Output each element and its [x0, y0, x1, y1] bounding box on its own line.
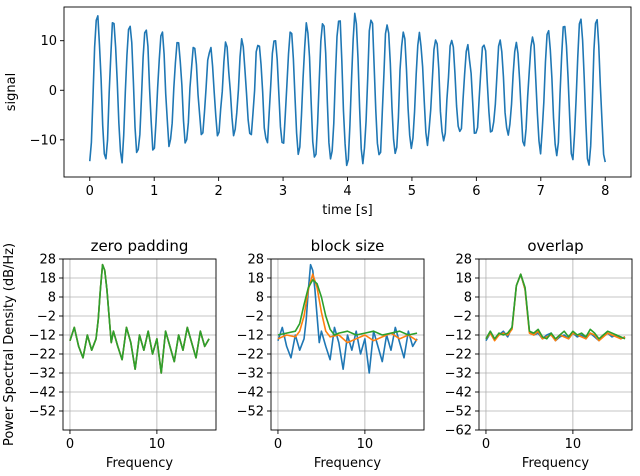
y-tick-label: 10: [40, 34, 57, 49]
x-tick-label: 10: [357, 437, 374, 452]
x-tick-label: 6: [472, 184, 480, 199]
series-line-3: [485, 273, 626, 340]
y-tick-label: −12: [445, 329, 472, 344]
chart-title: overlap: [527, 237, 583, 255]
y-tick-label: −62: [445, 424, 472, 439]
series-line-1: [88, 12, 607, 167]
y-tick-label: −22: [445, 348, 472, 363]
x-tick-label: 8: [601, 184, 609, 199]
y-tick-label: 18: [247, 272, 264, 287]
y-tick-label: 28: [247, 253, 264, 268]
x-tick-label: 0: [86, 184, 94, 199]
y-tick-label: −22: [237, 348, 264, 363]
x-axis-label: Frequency: [106, 456, 173, 471]
y-tick-label: 8: [48, 291, 56, 306]
series-line-3: [277, 279, 418, 336]
x-tick-label: 3: [279, 184, 287, 199]
chart-title: block size: [311, 237, 385, 255]
y-axis-label: signal: [4, 73, 19, 111]
x-tick-label: 10: [565, 437, 582, 452]
y-tick-label: −42: [237, 386, 264, 401]
y-tick-label: −52: [237, 405, 264, 420]
panel-signal: 0 1 2 3 4 5 6 7 8 10 0 −10 time [s] signal: [4, 6, 632, 218]
series-line-1: [277, 263, 418, 374]
y-tick-label: −52: [29, 405, 56, 420]
x-tick-label: 0: [274, 437, 282, 452]
x-tick-label: 0: [66, 437, 74, 452]
axes-frame: [478, 258, 633, 431]
chart-title: zero padding: [91, 237, 189, 255]
panel-overlap: 0 10 28 18 8 −2 −12 −22 −32 −42 −52 −62 overlap Frequ…: [445, 237, 633, 471]
x-tick-label: 10: [149, 437, 166, 452]
y-tick-label: 8: [464, 291, 472, 306]
series-line-2: [485, 273, 626, 342]
axes-frame: [270, 258, 425, 431]
y-tick-label: −2: [453, 310, 472, 325]
y-tick-label: −12: [237, 329, 264, 344]
axes-frame: [62, 258, 217, 431]
x-tick-label: 5: [408, 184, 416, 199]
y-tick-label: −32: [237, 367, 264, 382]
panel-block_size: 0 10 28 18 8 −2 −12 −22 −32 −42 −52 block size Frequ…: [237, 237, 425, 471]
x-axis-label: Frequency: [522, 456, 589, 471]
y-tick-label: 18: [39, 272, 56, 287]
x-axis-label: time [s]: [322, 203, 372, 218]
series-line-3: [69, 263, 210, 374]
y-tick-label: −42: [445, 386, 472, 401]
y-axis-label: Power Spectral Density (dB/Hz): [2, 243, 17, 446]
y-tick-label: 0: [49, 84, 57, 99]
y-tick-label: −42: [29, 386, 56, 401]
x-tick-label: 0: [482, 437, 490, 452]
y-tick-label: −10: [30, 133, 57, 148]
y-tick-label: 18: [455, 272, 472, 287]
y-tick-label: −32: [445, 367, 472, 382]
x-tick-label: 2: [214, 184, 222, 199]
y-tick-label: −32: [29, 367, 56, 382]
x-axis-label: Frequency: [314, 456, 381, 471]
y-tick-label: −2: [245, 310, 264, 325]
x-tick-label: 7: [537, 184, 545, 199]
y-tick-label: 28: [39, 253, 56, 268]
y-tick-label: −52: [445, 405, 472, 420]
y-tick-label: 28: [455, 253, 472, 268]
panel-zero_padding: 0 10 28 18 8 −2 −12 −22 −32 −42 −52 zero padding Fre…: [2, 237, 217, 471]
y-tick-label: −12: [29, 329, 56, 344]
x-tick-label: 1: [150, 184, 158, 199]
x-tick-label: 4: [343, 184, 351, 199]
y-tick-label: −22: [29, 348, 56, 363]
y-tick-label: 8: [256, 291, 264, 306]
y-tick-label: −2: [37, 310, 56, 325]
